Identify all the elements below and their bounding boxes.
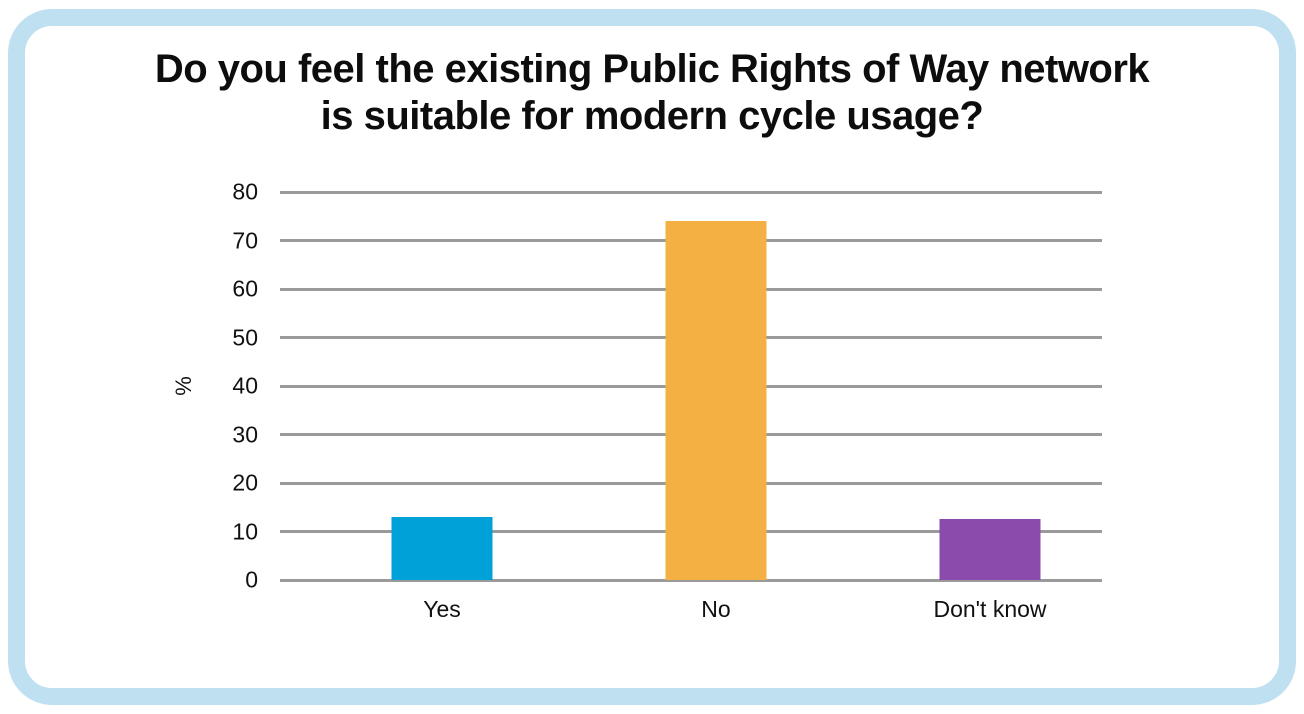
y-tick-label-30: 30 [232,421,258,447]
card-frame [8,9,1296,705]
y-tick-label-20: 20 [232,469,258,496]
chart-title: Do you feel the existing Public Rights o… [0,46,1304,140]
y-tick-label-60: 60 [232,275,258,302]
gridline-80 [280,190,1102,194]
bar-layer: Yes No Don't know [305,192,1127,622]
y-tick-label-70: 70 [232,227,258,253]
x-tick-label-yes: Yes [423,596,461,622]
gridline-0 [280,578,1102,582]
y-tick-label-40: 40 [232,372,258,399]
y-axis-label: % [171,376,196,396]
chart-title-line-1: Do you feel the existing Public Rights o… [154,47,1150,91]
y-tick-label-80: 80 [232,178,258,205]
y-tick-label-10: 10 [232,518,258,544]
plot-area: % 0 10 20 30 40 50 60 70 80 Yes No Don't know [171,179,1102,622]
chart-title-line-2: is suitable for modern cycle usage? [320,93,984,138]
bar-don-t-know [939,519,1041,580]
y-tick-label-0: 0 [245,566,258,593]
bar-no [665,221,767,580]
x-tick-label-no: No [701,596,731,622]
y-tick-label-50: 50 [232,324,258,350]
bar-yes [391,516,493,580]
x-tick-label-don-t-know: Don't know [933,596,1047,622]
